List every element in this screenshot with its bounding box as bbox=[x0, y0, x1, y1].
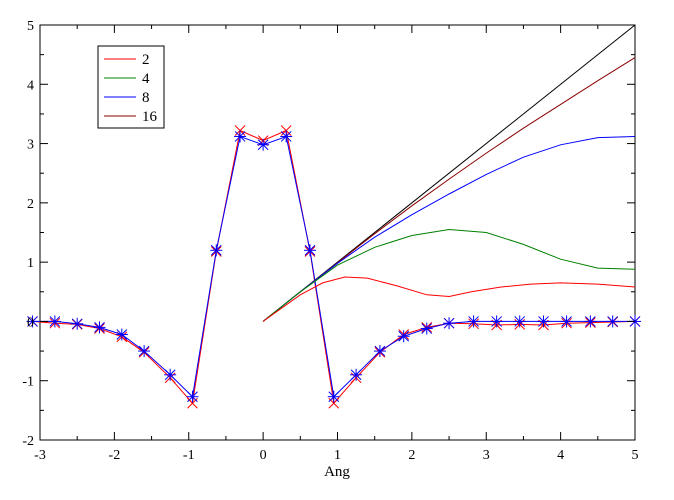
series-line-4 bbox=[262, 136, 636, 322]
data-point-1 bbox=[490, 315, 503, 328]
x-tick-label: -3 bbox=[34, 448, 46, 463]
data-point-1 bbox=[26, 315, 39, 328]
y-tick-label: 0 bbox=[27, 315, 34, 330]
data-point-1 bbox=[71, 317, 84, 330]
data-point-1 bbox=[48, 315, 61, 328]
x-tick-label: 4 bbox=[557, 448, 564, 463]
x-tick-label: 1 bbox=[334, 448, 341, 463]
data-point-1 bbox=[115, 328, 128, 341]
data-point-1 bbox=[93, 321, 106, 334]
x-tick-label: -2 bbox=[109, 448, 121, 463]
data-point-1 bbox=[420, 322, 433, 335]
x-tick-label: 0 bbox=[260, 448, 267, 463]
y-tick-label: 4 bbox=[27, 78, 34, 93]
x-tick-label: 5 bbox=[632, 448, 639, 463]
series-layer bbox=[26, 24, 641, 409]
y-tick-label: 2 bbox=[27, 197, 34, 212]
data-point-1 bbox=[257, 138, 270, 151]
x-tick-label: 2 bbox=[408, 448, 415, 463]
legend-label-1: 4 bbox=[142, 71, 150, 87]
data-point-1 bbox=[210, 244, 223, 257]
data-point-1 bbox=[327, 390, 340, 403]
data-point-1 bbox=[303, 244, 316, 257]
data-point-1 bbox=[467, 315, 480, 328]
legend-label-2: 8 bbox=[142, 90, 150, 106]
y-tick-label: 1 bbox=[27, 256, 34, 271]
series-line-6 bbox=[262, 276, 636, 322]
y-tick-label: -1 bbox=[22, 375, 34, 390]
legend-box bbox=[97, 45, 165, 129]
y-tick-label: 5 bbox=[27, 19, 34, 34]
x-axis-title: Ang bbox=[324, 464, 350, 480]
data-point-1 bbox=[350, 368, 363, 381]
x-tick-label: -1 bbox=[183, 448, 195, 463]
data-point-1 bbox=[234, 130, 247, 143]
y-tick-label: -2 bbox=[22, 434, 34, 449]
data-point-1 bbox=[584, 315, 597, 328]
legend: 2 4 8 16 bbox=[97, 45, 165, 129]
y-tick-label: 3 bbox=[27, 138, 34, 153]
data-point-1 bbox=[443, 317, 456, 330]
legend-label-0: 2 bbox=[142, 52, 150, 68]
x-axis-ticks: -3 -2 -1 0 1 2 3 4 5 bbox=[34, 25, 639, 463]
data-point-1 bbox=[280, 130, 293, 143]
data-point-1 bbox=[138, 345, 151, 358]
series-line-3 bbox=[262, 57, 636, 322]
data-point-1 bbox=[373, 345, 386, 358]
legend-label-3: 16 bbox=[142, 109, 158, 125]
data-point-1 bbox=[186, 390, 199, 403]
data-point-1 bbox=[513, 315, 526, 328]
data-point-1 bbox=[537, 315, 550, 328]
series-line-5 bbox=[262, 228, 636, 322]
y-axis-ticks: -2 -1 0 1 2 3 4 5 bbox=[22, 19, 635, 449]
data-point-1 bbox=[560, 315, 573, 328]
series-line-0 bbox=[32, 129, 636, 405]
data-point-1 bbox=[164, 368, 177, 381]
data-point-1 bbox=[606, 315, 619, 328]
x-tick-label: 3 bbox=[483, 448, 490, 463]
data-point-1 bbox=[397, 330, 410, 343]
